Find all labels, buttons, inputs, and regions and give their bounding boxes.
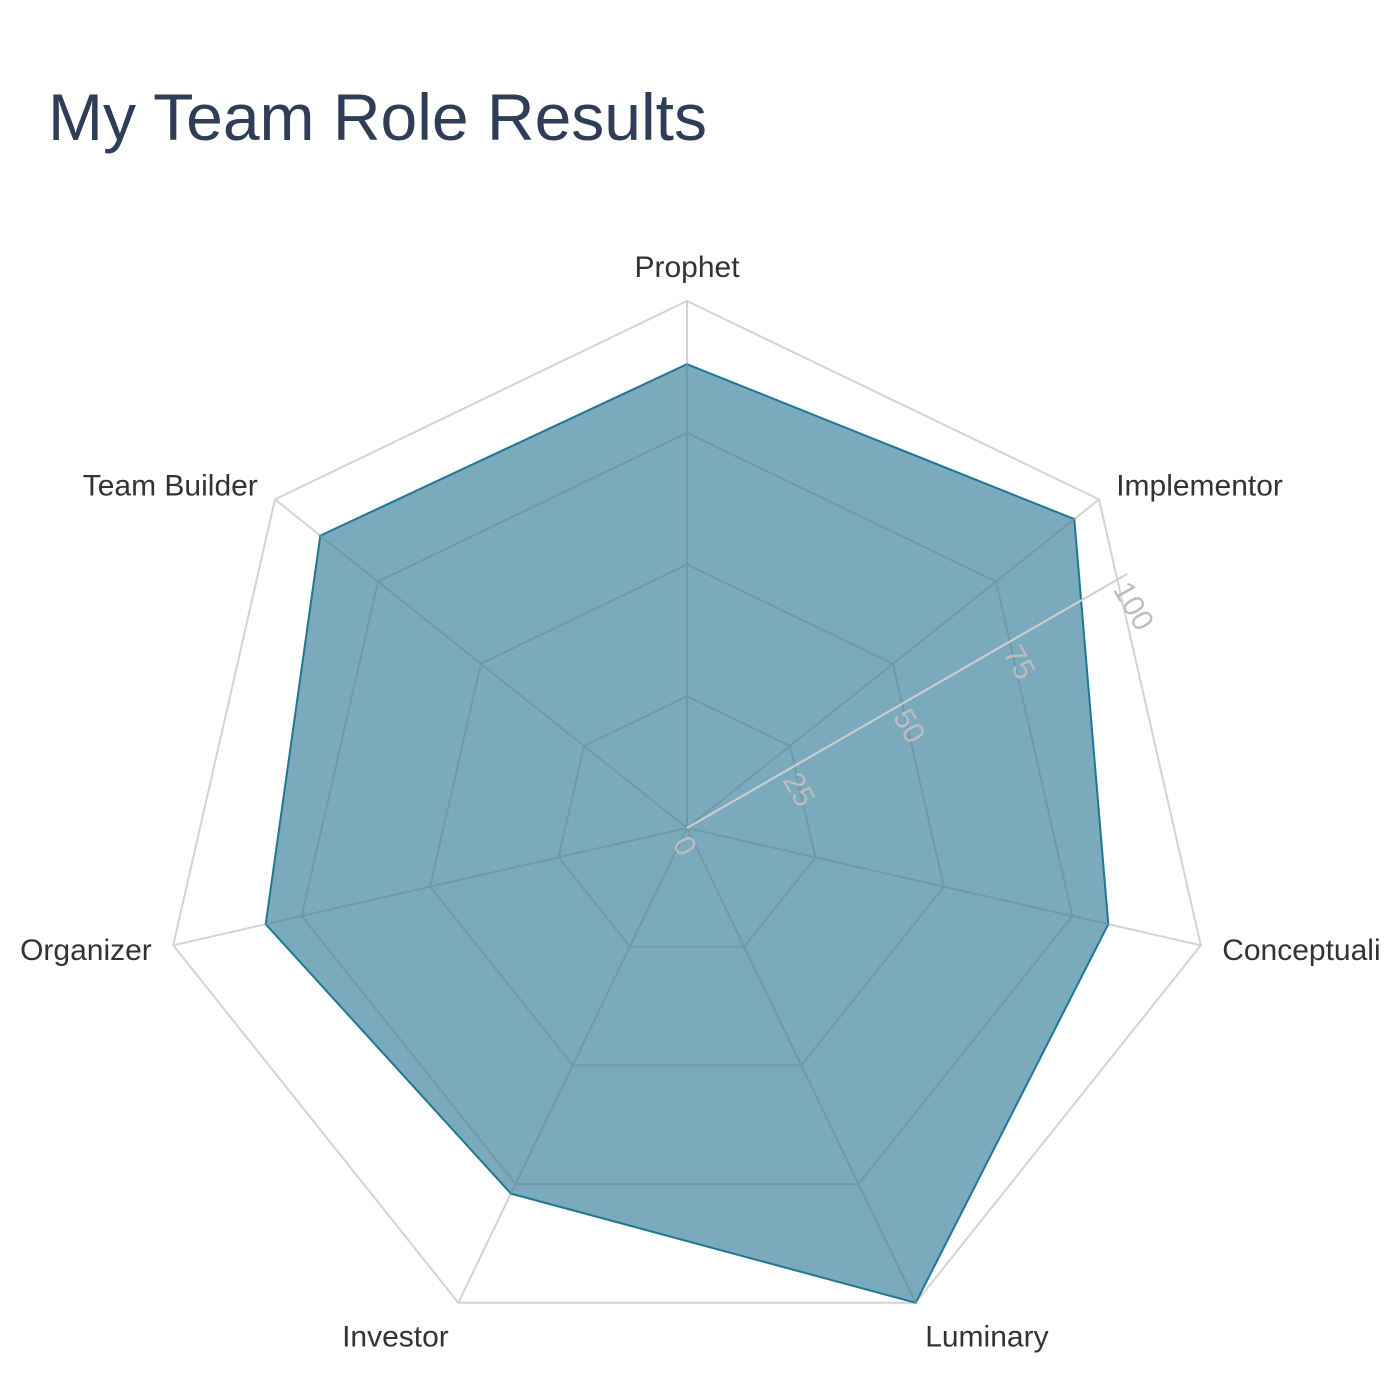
grid-ring-100 [172,299,1202,1304]
page-title: My Team Role Results [48,80,708,154]
category-label-prophet: Prophet [634,251,740,284]
grid-ring-50 [429,563,945,1067]
grid-spoke-inner [686,827,1109,926]
grid-spoke-inner [265,827,688,926]
grid-ring-75 [300,431,1074,1186]
category-label-team-builder: Team Builder [83,470,258,503]
grid-ring-25 [557,695,817,948]
tick-axis-line [686,572,1128,829]
radar-series [264,363,1110,1304]
category-label-conceptualizer: Conceptuali [1222,934,1380,967]
radar-category-labels: Prophet Implementor Conceptuali Luminary Inv… [20,251,1381,1354]
category-label-investor: Investor [342,1321,449,1354]
grid-spoke-inner [686,827,917,1304]
grid-spoke-inner [319,534,688,829]
series-area-0 [264,363,1110,1304]
tick-label-100: 100 [1106,576,1160,636]
category-label-implementor: Implementor [1116,470,1283,503]
grid-spoke-inner [686,518,1075,829]
grid-spoke-inner [509,827,688,1195]
category-label-luminary: Luminary [925,1321,1048,1354]
category-label-organizer: Organizer [20,934,152,967]
radar-grid-inner [265,364,1109,1304]
